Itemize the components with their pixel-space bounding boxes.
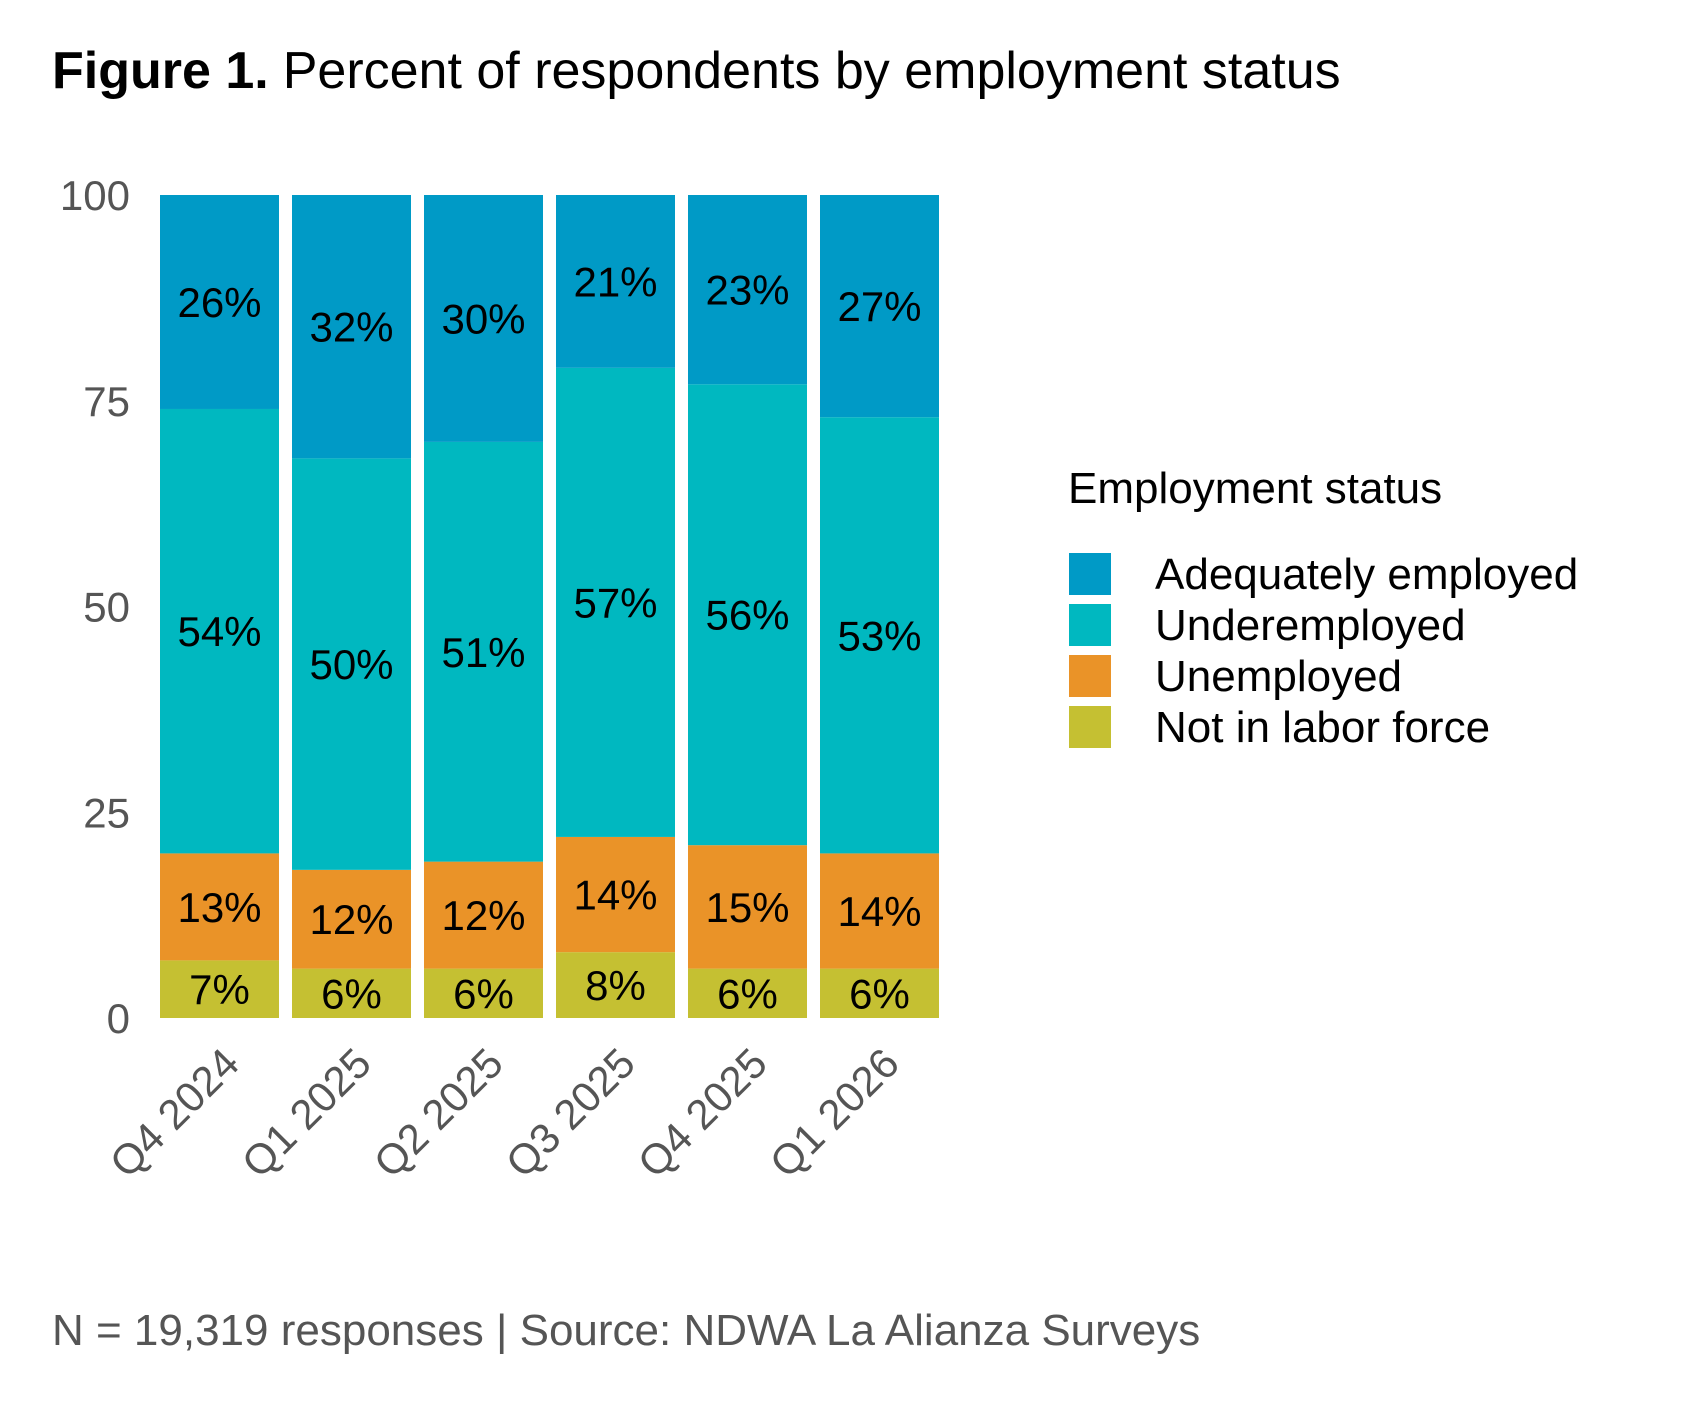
data-label: 8% [585, 962, 646, 1009]
y-tick-label: 100 [60, 172, 130, 219]
bar-segment [688, 195, 807, 385]
data-label: 26% [177, 279, 261, 326]
bar-labels: 7% 13% 54% 26% 6% 12% 50% 32% 6% 12% 51% 30% 8% 14% 57… [177, 258, 921, 1017]
y-tick-label: 50 [83, 584, 130, 631]
bar-segment [820, 417, 939, 854]
data-label: 50% [309, 641, 393, 688]
x-tick-label: Q3 2025 [497, 1039, 644, 1186]
chart-title: Figure 1. Percent of respondents by emplo… [52, 42, 1341, 100]
data-label: 6% [849, 970, 910, 1017]
x-tick-label: Q1 2025 [233, 1039, 380, 1186]
bar-segment [424, 861, 543, 969]
bar-segment [292, 968, 411, 1018]
legend-title: Employment status [1068, 464, 1442, 513]
data-label: 6% [717, 970, 778, 1017]
bar-segment [424, 195, 543, 442]
bar-segment [424, 441, 543, 862]
chart-title-main: Percent of respondents by employment sta… [283, 42, 1341, 100]
chart-title-prefix: Figure 1. [52, 42, 269, 100]
bar-segment [292, 195, 411, 459]
bar-segment [688, 968, 807, 1018]
legend-swatch [1069, 655, 1111, 697]
legend-label: Unemployed [1155, 652, 1402, 701]
bar-segment [160, 853, 279, 961]
legend-swatch [1069, 706, 1111, 748]
bar-segment [556, 367, 675, 837]
data-label: 56% [705, 592, 789, 639]
data-label: 27% [837, 283, 921, 330]
data-label: 12% [441, 892, 525, 939]
bar-segment [292, 458, 411, 870]
data-label: 15% [705, 884, 789, 931]
bars [160, 195, 939, 1018]
bar-segment [292, 869, 411, 969]
x-tick-label: Q4 2025 [629, 1039, 776, 1186]
bar-segment [688, 384, 807, 846]
data-label: 23% [705, 267, 789, 314]
y-tick-label: 0 [107, 995, 130, 1042]
y-axis: 0 25 50 75 100 [60, 172, 130, 1042]
x-tick-label: Q4 2024 [101, 1039, 248, 1186]
bar-segment [556, 836, 675, 953]
data-label: 30% [441, 295, 525, 342]
bar-segment [160, 960, 279, 1018]
bar-segment [556, 195, 675, 368]
data-label: 14% [837, 888, 921, 935]
data-label: 51% [441, 629, 525, 676]
bar-segment [820, 968, 939, 1018]
legend: Employment status Adequately employedUnd… [1068, 464, 1578, 752]
bar-segment [820, 853, 939, 969]
y-tick-label: 25 [83, 789, 130, 836]
legend-label: Underemployed [1155, 601, 1466, 650]
legend-label: Adequately employed [1155, 550, 1578, 599]
x-tick-label: Q1 2026 [761, 1039, 908, 1186]
data-label: 21% [573, 258, 657, 305]
y-tick-label: 75 [83, 378, 130, 425]
legend-label: Not in labor force [1155, 703, 1490, 752]
footnote: N = 19,319 responses | Source: NDWA La A… [52, 1306, 1200, 1355]
bar-segment [160, 195, 279, 409]
data-label: 14% [573, 872, 657, 919]
data-label: 32% [309, 304, 393, 351]
data-label: 13% [177, 884, 261, 931]
data-label: 12% [309, 896, 393, 943]
x-tick-label: Q2 2025 [365, 1039, 512, 1186]
bar-segment [424, 968, 543, 1018]
bar-segment [556, 952, 675, 1018]
data-label: 6% [453, 970, 514, 1017]
bar-segment [688, 845, 807, 969]
bar-segment [160, 408, 279, 854]
legend-swatch [1069, 553, 1111, 595]
data-label: 6% [321, 970, 382, 1017]
data-label: 54% [177, 608, 261, 655]
legend-swatch [1069, 604, 1111, 646]
data-label: 53% [837, 612, 921, 659]
data-label: 7% [189, 966, 250, 1013]
bar-segment [820, 195, 939, 418]
data-label: 57% [573, 579, 657, 626]
